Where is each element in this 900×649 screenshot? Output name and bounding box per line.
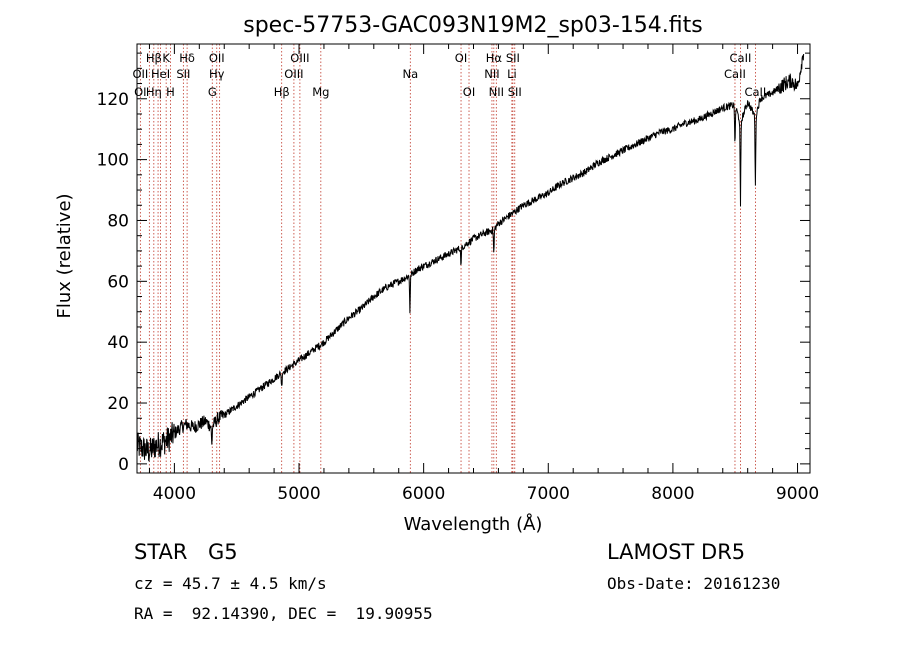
spectral-line-label: NII (489, 85, 504, 99)
y-axis-label: Flux (relative) (54, 193, 75, 318)
spectral-line-label: G (208, 85, 217, 99)
y-tick-label: 80 (107, 211, 129, 231)
chart-title: spec-57753-GAC093N19M2_sp03-154.fits (243, 13, 703, 38)
spectral-line-label: CaII (730, 51, 752, 65)
spectral-line-label: OIII (290, 51, 309, 65)
spectral-line-label: OII (209, 51, 225, 65)
spectral-line-label: SII (176, 67, 190, 81)
observation-date: Obs-Date: 20161230 (607, 574, 781, 593)
spectral-line-label: Hβ (274, 85, 290, 99)
spectral-line-label: Hγ (209, 67, 225, 81)
spectral-line-label: NII (484, 67, 499, 81)
spectral-line-label: SII (508, 85, 522, 99)
redshift-velocity: cz = 45.7 ± 4.5 km/s (134, 574, 327, 593)
spectral-line-label: OI (463, 85, 475, 99)
spectral-line-label: OII (132, 67, 148, 81)
spectral-line-label: OI (455, 51, 467, 65)
y-tick-label: 100 (97, 151, 129, 171)
x-tick-label: 9000 (776, 484, 819, 504)
object-class: STAR (134, 540, 188, 564)
object-subclass: G5 (208, 540, 238, 564)
y-tick-label: 60 (107, 272, 129, 292)
spectral-line-markers (139, 44, 756, 473)
y-tick-label: 20 (107, 394, 129, 414)
spectral-line-label: Mg (312, 85, 329, 99)
spectral-line-label: Hη (146, 85, 162, 99)
x-tick-label: 8000 (651, 484, 694, 504)
spectral-line-label: CaII (724, 67, 746, 81)
spectral-line-label: Na (402, 67, 418, 81)
spectral-line-label: Hα (486, 51, 503, 65)
spectrum-line (136, 53, 805, 463)
x-tick-label: 5000 (277, 484, 320, 504)
spectral-line-label: Hδ (179, 51, 195, 65)
spectral-line-label: CaII (744, 85, 766, 99)
spectral-line-label: K (162, 51, 170, 65)
x-tick-label: 6000 (402, 484, 445, 504)
axis-ticks: 4000 5000 6000 7000 8000 9000 0 20 40 60 80 100 120 (97, 44, 819, 504)
x-axis-label: Wavelength (Å) (404, 513, 543, 535)
y-tick-label: 0 (118, 455, 129, 475)
spectral-line-label: Li (507, 67, 517, 81)
spectral-line-label: OIII (284, 67, 303, 81)
survey-name: LAMOST DR5 (607, 540, 746, 564)
plot-frame (136, 43, 811, 474)
y-tick-label: 120 (97, 90, 129, 110)
spectral-line-label: OI (134, 85, 146, 99)
spectral-line-label: SII (506, 51, 520, 65)
coordinates: RA = 92.14390, DEC = 19.90955 (134, 604, 433, 623)
spectral-line-label: HeI (151, 67, 170, 81)
spectral-line-label: H (166, 85, 175, 99)
y-tick-label: 40 (107, 333, 129, 353)
x-tick-label: 4000 (153, 484, 196, 504)
x-tick-label: 7000 (527, 484, 570, 504)
spectral-line-label: Hβ (146, 51, 162, 65)
